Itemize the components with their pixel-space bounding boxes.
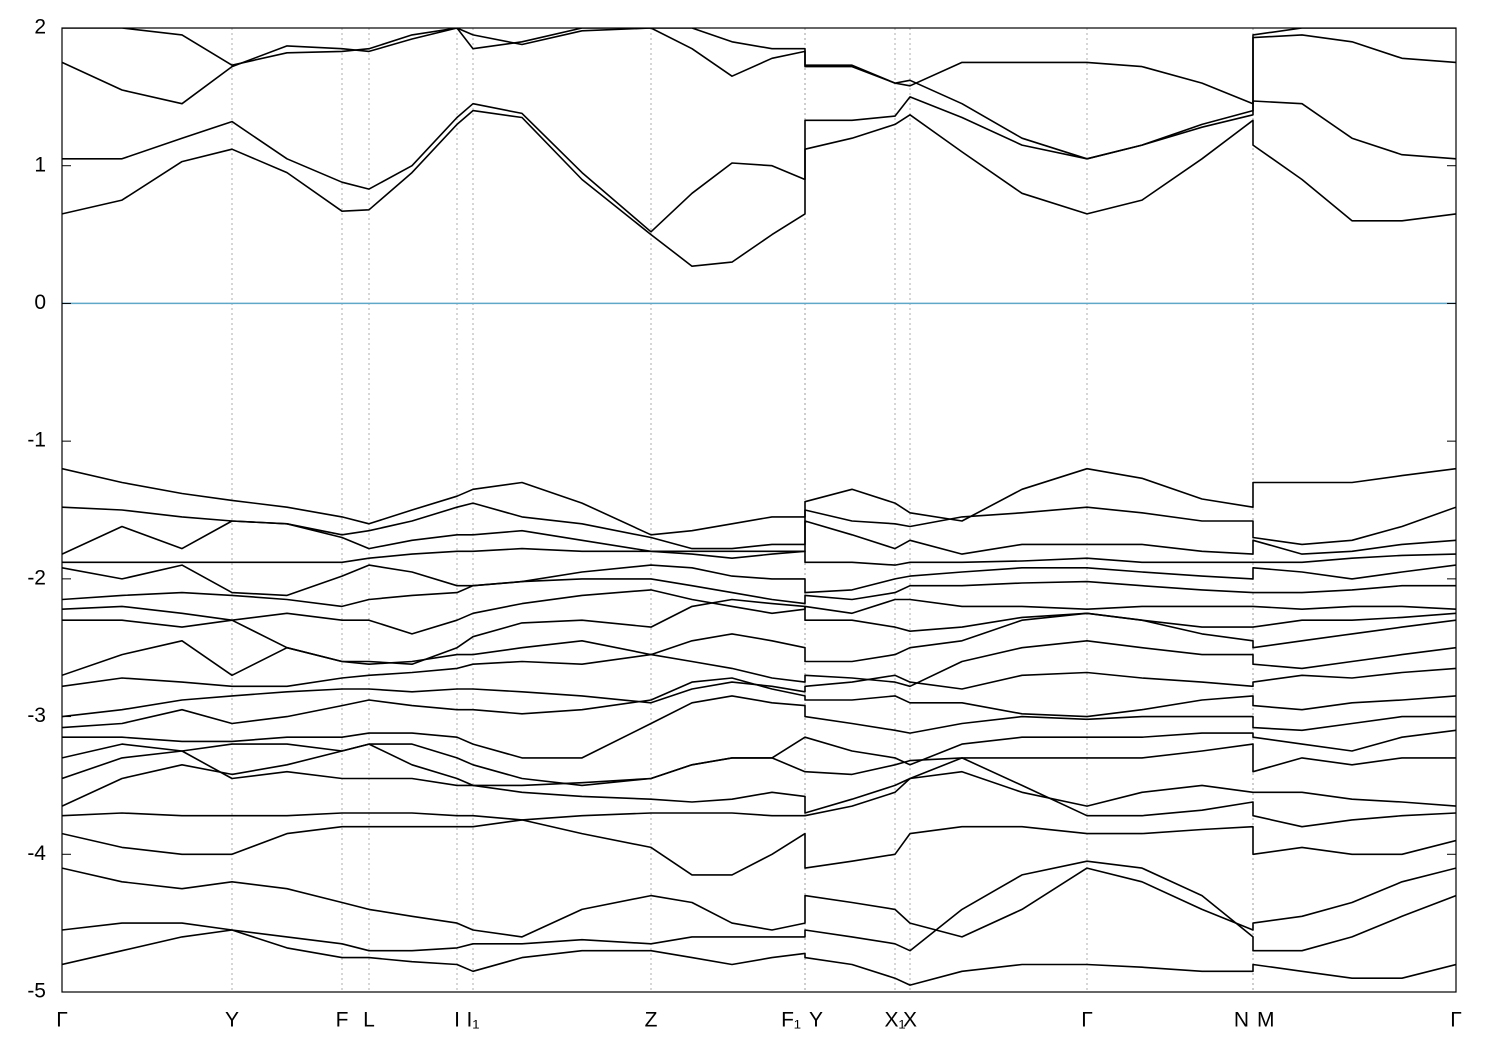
band-line	[62, 547, 1456, 566]
band-line	[62, 677, 1456, 729]
band-line	[62, 467, 1456, 536]
x-tick-label: F	[336, 1009, 349, 1032]
y-tick-label: -1	[27, 429, 46, 452]
band-line	[62, 612, 1456, 677]
plot-area	[62, 28, 1456, 986]
band-line	[62, 520, 1456, 559]
y-tick-label: -5	[27, 980, 46, 1003]
x-tick-label: I₁	[467, 1009, 480, 1032]
band-line	[62, 589, 1456, 635]
x-tick-label: Y	[809, 1009, 823, 1032]
y-tick-label: -4	[27, 842, 46, 865]
axes-layer: -5 -4 -3 -2 -1 0 1 2 Γ Y F L I I₁ Z F₁ Y X₁X Γ N M Γ	[27, 16, 1461, 1032]
x-tick-label: N	[1234, 1009, 1249, 1032]
x-tick-label: Γ	[1450, 1009, 1462, 1032]
band-line	[62, 578, 1456, 608]
x-tick-label: I	[454, 1009, 460, 1032]
x-tick-label: X	[903, 1009, 917, 1032]
y-tick-label: 1	[34, 153, 46, 176]
band-line	[62, 819, 1456, 876]
grid-layer	[61, 28, 1457, 992]
band-line	[62, 695, 1456, 759]
band-line	[62, 28, 1456, 160]
x-tick-label: X₁	[884, 1009, 905, 1032]
y-tick-label: 2	[34, 16, 46, 39]
band-line	[62, 109, 1456, 267]
x-tick-label: Γ	[56, 1009, 68, 1032]
band-line	[62, 640, 1456, 688]
band-line	[62, 743, 1456, 787]
x-tick-label: Z	[645, 1009, 658, 1032]
band-line	[62, 502, 1456, 550]
band-line	[62, 929, 1456, 986]
plot-frame	[61, 27, 1457, 993]
band-line	[62, 757, 1456, 828]
band-line	[62, 28, 1456, 105]
x-tick-label: M	[1257, 1009, 1275, 1032]
x-tick-label: L	[363, 1009, 375, 1032]
y-tick-label: -3	[27, 704, 46, 727]
band-line	[62, 564, 1456, 597]
y-tick-label: 0	[34, 291, 46, 314]
x-tick-label: Y	[225, 1009, 239, 1032]
band-line	[62, 743, 1456, 814]
x-tick-label: F₁	[781, 1009, 801, 1032]
band-line	[62, 96, 1456, 233]
band-line	[62, 860, 1456, 952]
band-line	[62, 867, 1456, 938]
y-tick-label: -2	[27, 566, 46, 589]
band-line	[62, 667, 1456, 718]
x-tick-label: Γ	[1081, 1009, 1093, 1032]
